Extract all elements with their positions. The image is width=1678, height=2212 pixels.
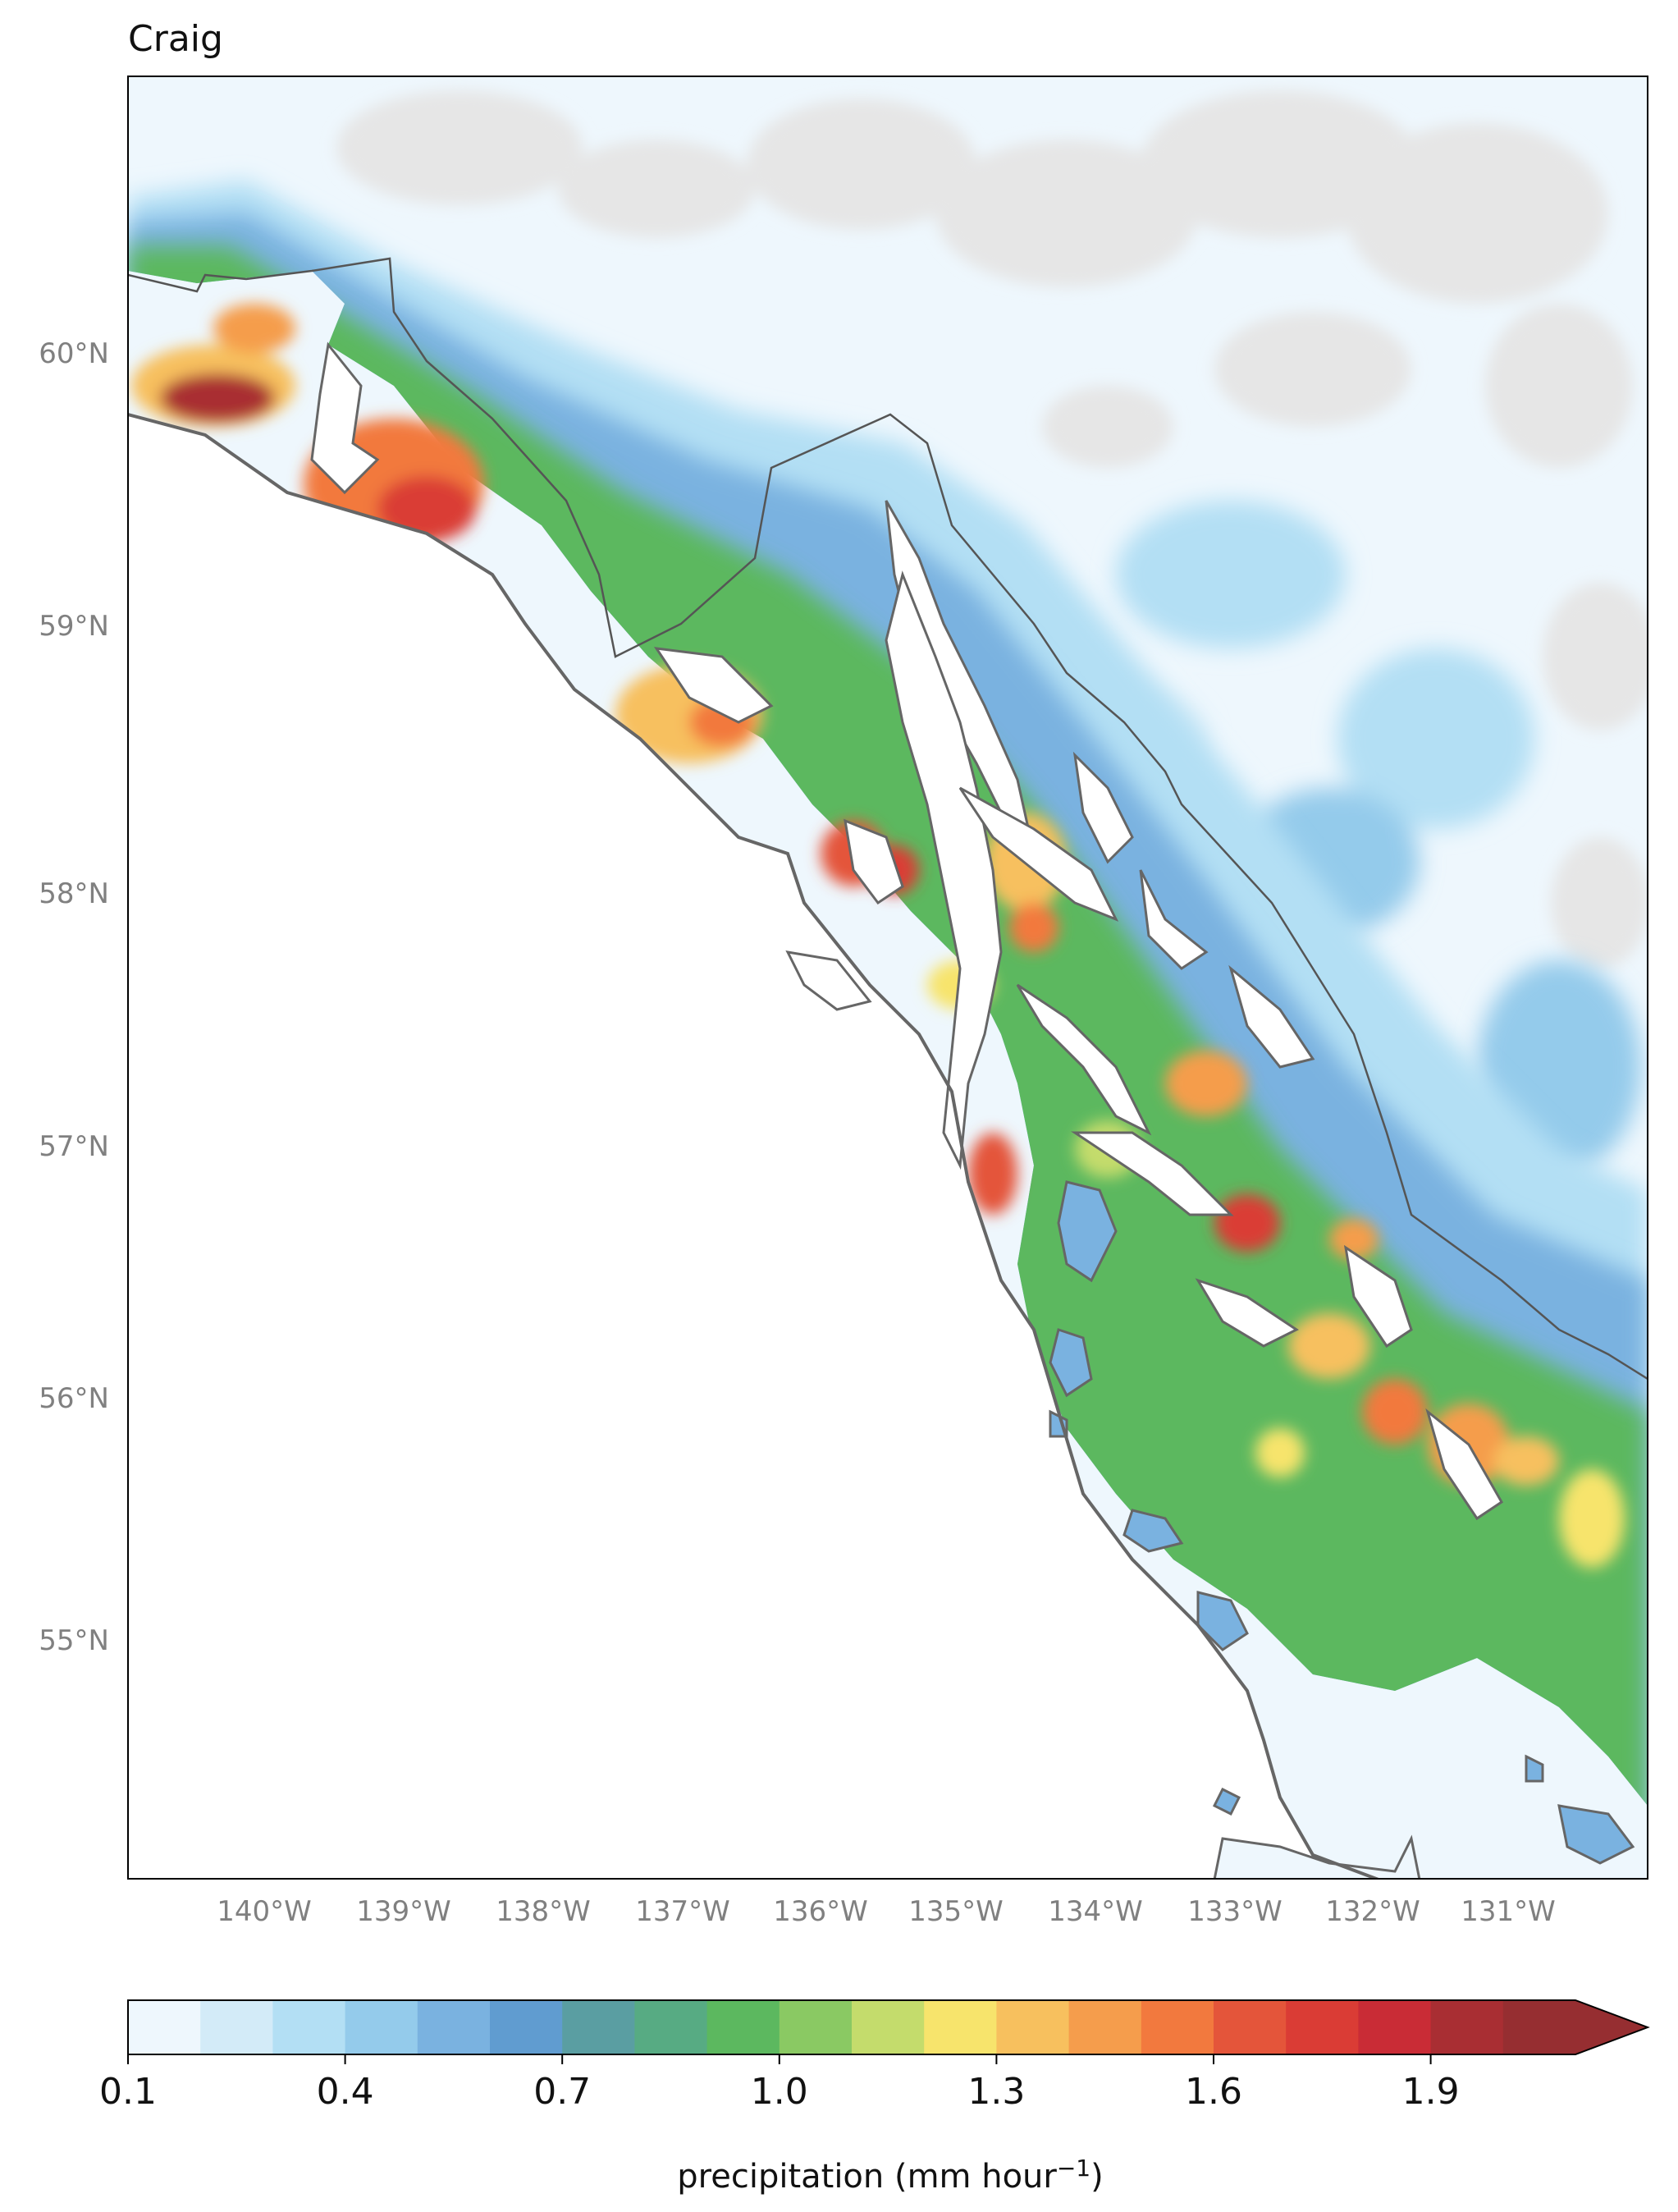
ocean [128,414,1377,1879]
colorbar-tick-label: 0.7 [533,2071,591,2113]
dry-patches [336,90,1648,969]
colorbar-segment [1214,2000,1287,2054]
colorbar-segment [1286,2000,1359,2054]
lon-label: 132°W [1325,1895,1420,1928]
lat-label: 58°N [39,877,109,910]
lon-label: 131°W [1461,1895,1556,1928]
coastline [128,413,1379,1879]
colorbar-segment [490,2000,563,2054]
colorbar-segment [1358,2000,1432,2054]
colorbar-tick-label: 1.6 [1185,2071,1242,2113]
lon-label: 139°W [356,1895,451,1928]
lat-label: 57°N [39,1130,109,1163]
colorbar-ticks: 0.1 0.4 0.7 1.0 1.3 1.6 1.9 [99,2054,1460,2113]
latitude-labels: 60°N 59°N 58°N 57°N 56°N 55°N [39,337,109,1657]
colorbar-segment [417,2000,491,2054]
colorbar-label-superscript: −1 [1057,2155,1090,2182]
colorbar-segment [345,2000,418,2054]
lon-label: 137°W [635,1895,730,1928]
lon-label: 136°W [773,1895,868,1928]
lon-label: 134°W [1048,1895,1143,1928]
colorbar-segment [852,2000,925,2054]
colorbar-segment [1068,2000,1142,2054]
lat-label: 56°N [39,1382,109,1415]
colorbar-segment [996,2000,1070,2054]
colorbar-segment [634,2000,708,2054]
colorbar-segment [272,2000,346,2054]
colorbar-segment [1141,2000,1214,2054]
international-border [128,257,1648,1381]
colorbar-segment [200,2000,273,2054]
colorbar-label-suffix: ) [1090,2158,1104,2196]
lon-label: 135°W [908,1895,1004,1928]
longitude-labels: 140°W 139°W 138°W 137°W 136°W 135°W 134°W 133°W… [217,1895,1556,1928]
colorbar-outline [127,1999,1650,2055]
queen-charlotte-islands [1213,1834,1421,1879]
colorbar-tick-label: 1.3 [967,2071,1025,2113]
colorbar-segment [128,2000,201,2054]
lon-label: 140°W [217,1895,312,1928]
colorbar-segment [779,2000,853,2054]
lon-label: 133°W [1187,1895,1283,1928]
colorbar-label: precipitation (mm hour−1) [677,2155,1103,2196]
colorbar-tick-label: 0.4 [317,2071,374,2113]
colorbar-segment [924,2000,997,2054]
lat-label: 60°N [39,337,109,370]
colorbar-tick-label: 1.0 [751,2071,808,2113]
colorbar-segment [1430,2000,1504,2054]
colorbar-segment [706,2000,780,2054]
map-frame [127,76,1648,1880]
colorbar-segment [562,2000,635,2054]
colorbar-extend-arrow [1575,2000,1648,2054]
colorbar-tick-label: 1.9 [1402,2071,1460,2113]
colorbar-tick-label: 0.1 [99,2071,157,2113]
lon-label: 138°W [496,1895,591,1928]
colorbar-segment [1502,2000,1576,2054]
map-title: Craig [128,18,223,60]
lat-label: 59°N [39,610,109,643]
colorbar [127,1999,1650,2055]
lat-label: 55°N [39,1624,109,1657]
inland-waters [310,341,1503,1521]
